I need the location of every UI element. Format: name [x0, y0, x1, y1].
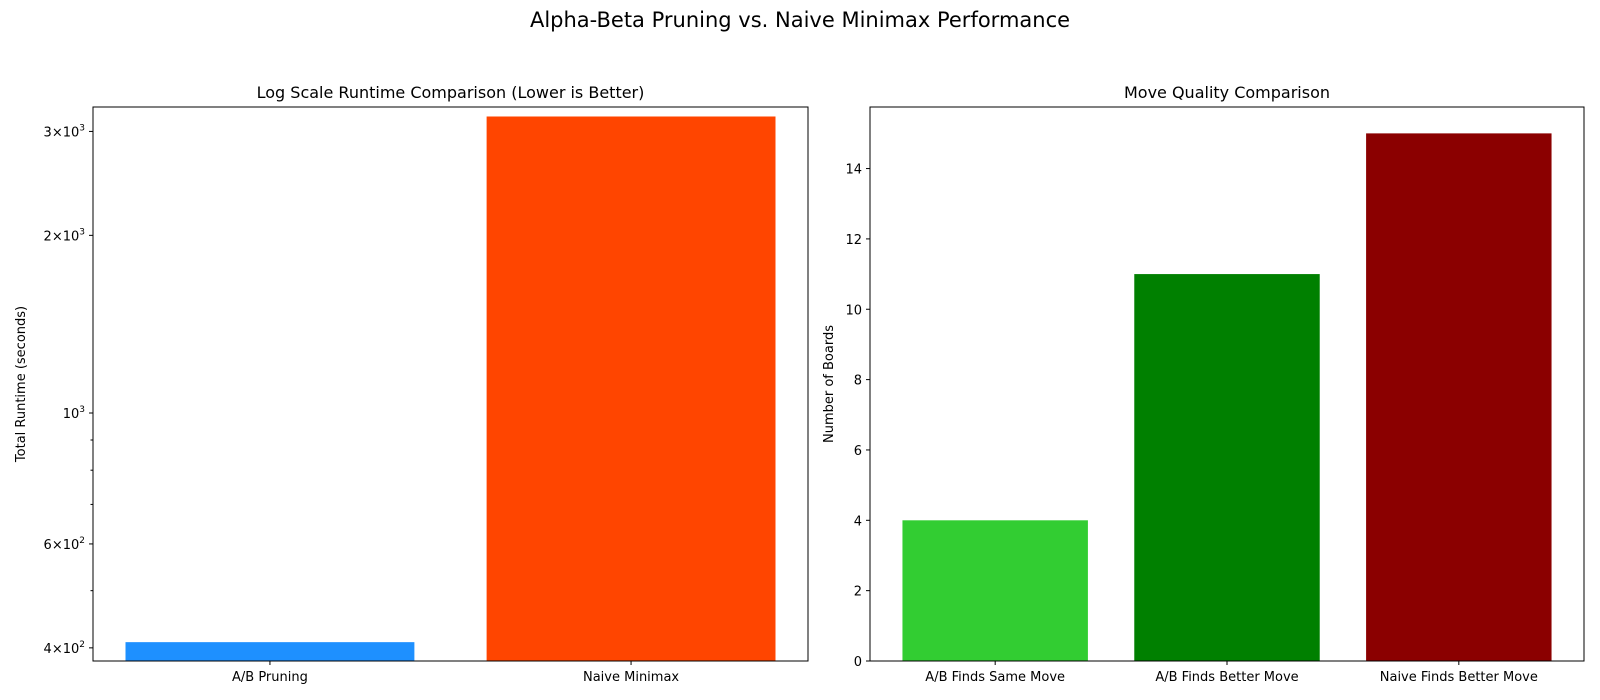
y-tick-label: 14	[845, 163, 862, 178]
y-tick-label: 6×102	[44, 536, 85, 553]
x-tick-label: A/B Finds Better Move	[1155, 670, 1298, 685]
x-tick-label: A/B Pruning	[232, 670, 308, 685]
chart-title: Move Quality Comparison	[1124, 83, 1330, 102]
bar-2	[486, 116, 776, 662]
y-tick-label: 4	[854, 514, 862, 529]
y-axis-label: Total Runtime (seconds)	[14, 306, 29, 463]
y-tick-label: 10	[845, 303, 862, 318]
y-tick-label: 2×103	[44, 227, 85, 244]
y-axis-label: Number of Boards	[822, 325, 837, 443]
figure-title: Alpha-Beta Pruning vs. Naive Minimax Per…	[529, 8, 1071, 32]
chart-panel-2: Move Quality Comparison Number of Boards A…	[822, 83, 1585, 685]
y-tick-label: 4×102	[44, 640, 85, 657]
bar-1	[125, 642, 415, 661]
x-tick-label: Naive Finds Better Move	[1380, 670, 1538, 685]
axes-frame	[92, 106, 809, 662]
y-tick-label: 0	[854, 655, 862, 670]
chart-panel-1: Log Scale Runtime Comparison (Lower is B…	[14, 83, 809, 685]
x-tick-label: Naive Minimax	[583, 670, 679, 685]
y-tick-label: 6	[854, 444, 862, 459]
y-tick-label: 2	[854, 585, 862, 600]
bar-2	[1134, 274, 1320, 661]
y-tick-label: 103	[63, 405, 85, 422]
y-tick-label: 12	[845, 233, 862, 248]
bar-3	[1366, 133, 1552, 661]
x-tick-label: A/B Finds Same Move	[925, 670, 1065, 685]
chart-title: Log Scale Runtime Comparison (Lower is B…	[257, 83, 645, 102]
y-tick-label: 3×103	[44, 123, 85, 140]
y-tick-label: 8	[854, 374, 862, 389]
bar-1	[902, 520, 1088, 661]
